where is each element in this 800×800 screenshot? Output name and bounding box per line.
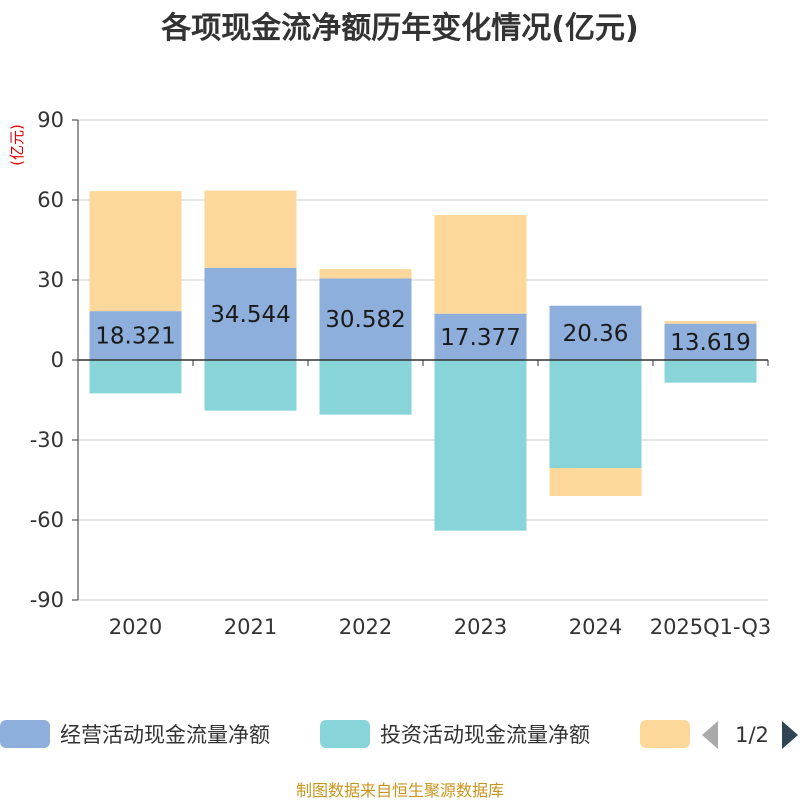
x-tick-label: 2021 (224, 615, 277, 639)
legend-swatch (0, 720, 50, 748)
data-label: 17.377 (440, 325, 520, 351)
chart-title: 各项现金流净额历年变化情况(亿元) (160, 11, 638, 46)
x-tick-label: 2024 (569, 615, 622, 639)
y-tick-label: -90 (30, 588, 64, 612)
x-tick-label: 2020 (109, 615, 162, 639)
y-tick-label: 90 (37, 108, 64, 132)
data-label: 20.36 (563, 321, 629, 347)
bar-series-1-2023 (434, 313, 527, 360)
data-label: 18.321 (95, 324, 175, 350)
legend-item-2[interactable]: 投资活动现金流量净额 (320, 720, 590, 748)
bar-series-3-2020 (89, 191, 182, 312)
data-label: 34.544 (210, 302, 290, 328)
axes: 90 60 30 0 -30 -60 -90 2020 2021 2022 2023 2024 2025… (30, 108, 772, 639)
legend: 经营活动现金流量净额 投资活动现金流量净额 1/2 (0, 720, 798, 749)
legend-next-page-icon[interactable] (782, 721, 798, 749)
legend-label: 投资活动现金流量净额 (380, 723, 590, 747)
y-axis-unit: (亿元) (8, 124, 26, 166)
data-label: 13.619 (670, 330, 750, 356)
bar-series-1-2024 (549, 305, 642, 360)
y-tick-label: 30 (37, 268, 64, 292)
bar-series-2-2025Q1-Q3 (664, 360, 757, 383)
bar-series-1-2022 (319, 278, 412, 360)
y-tick-label: -30 (30, 428, 64, 452)
bar-series-3-2025Q1-Q3 (664, 321, 757, 324)
legend-swatch (320, 720, 370, 748)
x-tick-label: 2023 (454, 615, 507, 639)
y-tick-label: -60 (30, 508, 64, 532)
bar-series-1-2021 (204, 267, 297, 360)
bar-series-3-2022 (319, 269, 412, 279)
bar-series-2-2024 (549, 360, 642, 468)
y-tick-label: 60 (37, 188, 64, 212)
legend-item-1[interactable]: 经营活动现金流量净额 (0, 720, 270, 748)
bar-series-1-2025Q1-Q3 (664, 323, 757, 360)
legend-prev-page-icon[interactable] (702, 721, 718, 749)
bar-series-3-2021 (204, 190, 297, 268)
data-labels: 18.321 34.544 30.582 17.377 20.36 13.619 (95, 302, 750, 356)
bar-series-2-2022 (319, 360, 412, 415)
legend-item-3[interactable] (640, 720, 690, 748)
x-tick-label: 2025Q1-Q3 (650, 615, 772, 639)
bar-series-3-2023 (434, 214, 527, 314)
bar-series-2-2020 (89, 360, 182, 394)
source-footer: 制图数据来自恒生聚源数据库 (296, 781, 504, 800)
bar-series-3-2024 (549, 468, 642, 496)
legend-label: 经营活动现金流量净额 (60, 723, 270, 747)
bars (89, 190, 757, 531)
y-tick-label: 0 (51, 348, 64, 372)
bar-series-2-2023 (434, 360, 527, 531)
bar-series-1-2020 (89, 311, 182, 360)
legend-swatch (640, 720, 690, 748)
data-label: 30.582 (325, 307, 405, 333)
x-tick-label: 2022 (339, 615, 392, 639)
bar-series-2-2021 (204, 360, 297, 411)
legend-page-indicator: 1/2 (735, 723, 769, 747)
